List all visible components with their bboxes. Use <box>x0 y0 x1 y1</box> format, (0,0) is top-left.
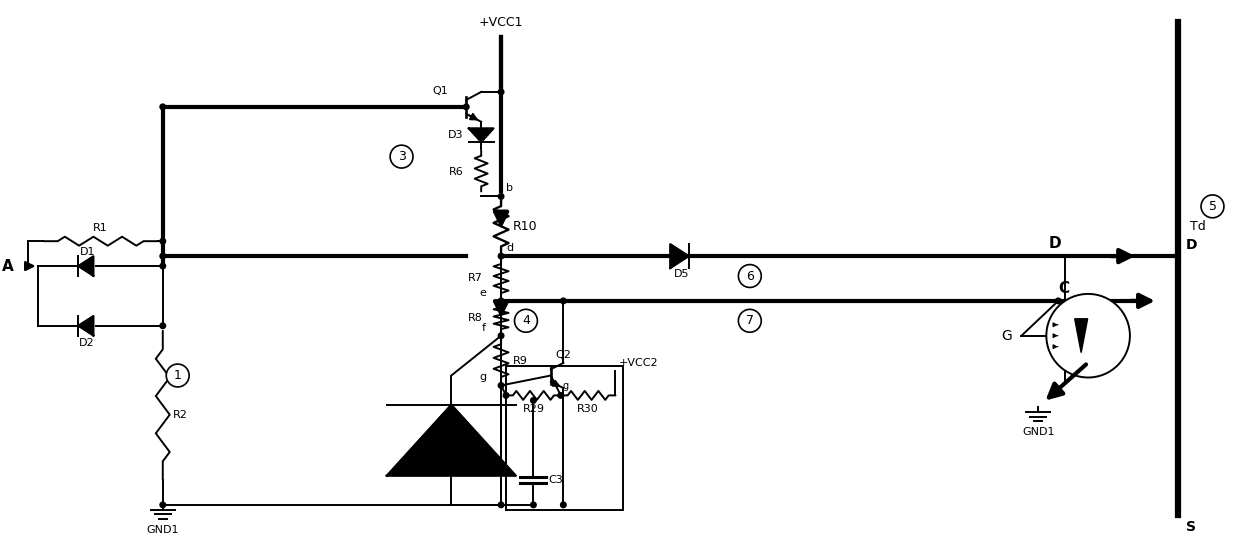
Text: 7: 7 <box>745 314 754 327</box>
Text: D1: D1 <box>79 247 95 257</box>
Circle shape <box>738 309 761 332</box>
Circle shape <box>160 323 166 329</box>
Circle shape <box>738 265 761 287</box>
Polygon shape <box>469 128 494 142</box>
Text: e: e <box>480 288 486 298</box>
Text: +VCC1: +VCC1 <box>479 16 523 29</box>
Circle shape <box>531 502 536 508</box>
Text: 1: 1 <box>174 369 181 382</box>
Text: 5: 5 <box>1209 200 1216 213</box>
Text: Q1: Q1 <box>433 86 449 96</box>
Circle shape <box>498 89 503 95</box>
Text: GND1: GND1 <box>146 525 179 535</box>
Circle shape <box>498 193 503 199</box>
Text: R8: R8 <box>469 313 484 323</box>
Text: D: D <box>1185 238 1197 252</box>
Circle shape <box>464 104 469 110</box>
Text: R10: R10 <box>513 220 538 233</box>
Text: D: D <box>1048 236 1061 251</box>
Circle shape <box>160 239 166 244</box>
Text: Td: Td <box>1189 220 1205 233</box>
Circle shape <box>515 309 537 332</box>
Text: g: g <box>563 381 569 391</box>
Text: A: A <box>1 259 14 274</box>
Text: R1: R1 <box>93 223 108 233</box>
Circle shape <box>498 333 503 339</box>
Text: R7: R7 <box>469 274 484 284</box>
Text: R6: R6 <box>449 167 464 177</box>
Circle shape <box>498 298 503 304</box>
Text: Q2: Q2 <box>556 350 572 360</box>
Circle shape <box>1055 298 1061 304</box>
Text: D5: D5 <box>673 269 689 279</box>
Circle shape <box>531 398 536 403</box>
Text: 6: 6 <box>746 270 754 282</box>
Text: g: g <box>479 373 486 383</box>
Text: C: C <box>1058 281 1069 296</box>
Circle shape <box>498 502 503 508</box>
Polygon shape <box>1075 319 1087 353</box>
Text: +VCC2: +VCC2 <box>619 358 658 368</box>
Text: f: f <box>482 322 486 332</box>
Bar <box>506 365 622 510</box>
Text: R30: R30 <box>578 404 599 414</box>
Text: R9: R9 <box>513 356 528 366</box>
Text: R2: R2 <box>172 410 187 420</box>
Text: D3: D3 <box>448 130 464 140</box>
Circle shape <box>1202 195 1224 218</box>
Text: d: d <box>506 243 513 253</box>
Polygon shape <box>78 316 93 336</box>
Text: b: b <box>506 183 513 193</box>
Circle shape <box>560 502 567 508</box>
Text: GND1: GND1 <box>1022 427 1055 437</box>
Circle shape <box>498 254 503 259</box>
Circle shape <box>498 383 503 388</box>
Text: 4: 4 <box>522 314 529 327</box>
Circle shape <box>160 264 166 269</box>
Polygon shape <box>671 244 689 268</box>
Circle shape <box>1174 254 1180 259</box>
Text: 3: 3 <box>398 150 405 163</box>
Circle shape <box>560 298 567 304</box>
Circle shape <box>391 145 413 168</box>
Circle shape <box>166 364 190 387</box>
Circle shape <box>558 393 563 398</box>
Text: D4: D4 <box>420 435 436 445</box>
Polygon shape <box>78 256 93 276</box>
Circle shape <box>160 254 166 259</box>
Circle shape <box>160 104 166 110</box>
Text: S: S <box>1185 520 1195 534</box>
Text: C3: C3 <box>548 475 563 485</box>
Circle shape <box>503 393 508 398</box>
Text: R29: R29 <box>522 404 544 414</box>
Text: D2: D2 <box>79 337 95 348</box>
Circle shape <box>160 502 166 508</box>
Text: G: G <box>1001 329 1012 342</box>
Circle shape <box>1047 294 1130 378</box>
Polygon shape <box>387 405 516 476</box>
